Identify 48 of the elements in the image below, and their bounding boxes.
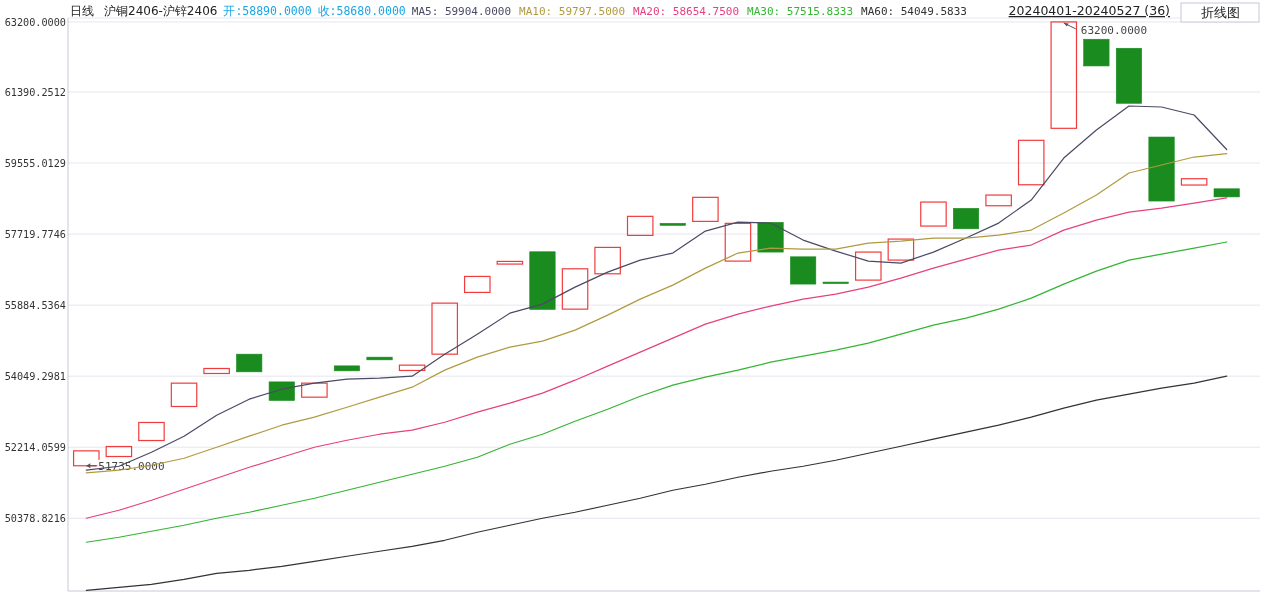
candlestick — [1050, 21, 1078, 129]
y-tick-label: 52214.0599 — [4, 442, 66, 454]
candlestick — [463, 275, 491, 294]
candlestick — [594, 246, 621, 275]
candlestick — [692, 196, 719, 222]
candlestick — [301, 382, 328, 398]
candlestick — [366, 356, 393, 361]
candlestick — [138, 421, 165, 442]
y-tick-label: 59555.0129 — [4, 158, 66, 170]
candlestick — [1017, 139, 1045, 186]
candlestick — [170, 382, 198, 408]
candlestick — [268, 381, 295, 401]
annotation: 63200.0000 — [1080, 23, 1148, 37]
candlestick — [561, 268, 589, 310]
candlestick — [887, 238, 915, 261]
annotation: 63200.0000 — [1063, 22, 1148, 37]
candlestick — [757, 222, 784, 253]
y-tick-label: 55884.5364 — [4, 300, 66, 312]
y-tick-label: 54049.2981 — [4, 371, 66, 383]
candlestick — [1083, 38, 1110, 67]
candlestick — [659, 223, 686, 226]
y-tick-label: 57719.7746 — [4, 229, 66, 241]
candlestick — [790, 256, 817, 285]
y-tick-label: 63200.0000 — [4, 16, 66, 28]
candlestick — [398, 364, 426, 372]
y-tick-label: 50378.8216 — [4, 513, 66, 525]
candlestick — [431, 302, 459, 355]
candlestick — [1115, 47, 1142, 104]
chart-subtitle: 沪铜2406-沪锌2406 — [104, 4, 218, 18]
candlestick — [1213, 188, 1240, 198]
candlestick — [724, 222, 752, 262]
header: 日线 沪铜2406-沪锌2406 开:58890.0000 收:58680.0000 MA5: 59904.0000 MA10: 59797.5000 MA20: 58654.7500 MA30: 57515.8333 MA60: 54049.5833 20240401-20240527 (36) 折线图 — [70, 2, 1260, 23]
candlestick — [236, 353, 263, 373]
candlestick — [1180, 178, 1208, 186]
candlestick — [953, 208, 980, 230]
candlestick — [529, 251, 556, 310]
y-tick-label: 61390.2512 — [4, 86, 66, 98]
candlestick — [105, 445, 133, 458]
candlestick — [822, 281, 849, 284]
candlestick — [985, 194, 1012, 207]
chart-title: 日线 — [70, 4, 94, 18]
candlestick — [333, 365, 360, 372]
candlestick — [496, 260, 524, 265]
candlestick — [203, 367, 230, 375]
candlestick — [1148, 136, 1175, 202]
candlestick — [626, 215, 654, 236]
candlestick — [920, 201, 947, 227]
candlestick — [854, 251, 882, 281]
